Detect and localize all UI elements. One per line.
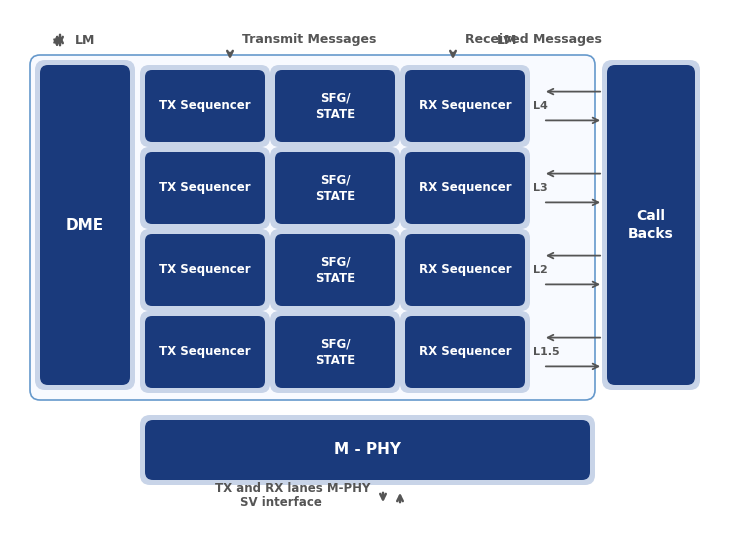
Text: RX Sequencer: RX Sequencer bbox=[419, 100, 511, 112]
Text: SFG/
STATE: SFG/ STATE bbox=[315, 256, 355, 284]
FancyBboxPatch shape bbox=[405, 70, 525, 142]
Text: SFG/
STATE: SFG/ STATE bbox=[315, 337, 355, 366]
Text: RX Sequencer: RX Sequencer bbox=[419, 346, 511, 359]
FancyBboxPatch shape bbox=[275, 316, 395, 388]
Text: TX Sequencer: TX Sequencer bbox=[159, 263, 251, 276]
FancyBboxPatch shape bbox=[400, 65, 530, 147]
Text: LM: LM bbox=[497, 33, 518, 46]
Text: LM: LM bbox=[75, 33, 96, 46]
Text: TX and RX lanes M-PHY: TX and RX lanes M-PHY bbox=[215, 481, 370, 494]
Text: RX Sequencer: RX Sequencer bbox=[419, 263, 511, 276]
FancyBboxPatch shape bbox=[270, 65, 400, 147]
FancyBboxPatch shape bbox=[30, 55, 595, 400]
FancyBboxPatch shape bbox=[400, 147, 530, 229]
Text: SFG/
STATE: SFG/ STATE bbox=[315, 92, 355, 120]
FancyBboxPatch shape bbox=[270, 311, 400, 393]
Text: L2: L2 bbox=[533, 265, 548, 275]
FancyBboxPatch shape bbox=[140, 147, 270, 229]
FancyBboxPatch shape bbox=[275, 234, 395, 306]
FancyBboxPatch shape bbox=[607, 65, 695, 385]
FancyBboxPatch shape bbox=[40, 65, 130, 385]
FancyBboxPatch shape bbox=[400, 229, 530, 311]
Text: DME: DME bbox=[66, 217, 104, 233]
FancyBboxPatch shape bbox=[140, 311, 270, 393]
Text: L3: L3 bbox=[533, 183, 548, 193]
Text: Received Messages: Received Messages bbox=[465, 33, 602, 46]
FancyBboxPatch shape bbox=[140, 65, 270, 147]
Text: SFG/
STATE: SFG/ STATE bbox=[315, 173, 355, 203]
FancyBboxPatch shape bbox=[400, 311, 530, 393]
FancyBboxPatch shape bbox=[275, 152, 395, 224]
FancyBboxPatch shape bbox=[145, 70, 265, 142]
FancyBboxPatch shape bbox=[140, 229, 270, 311]
FancyBboxPatch shape bbox=[35, 60, 135, 390]
Text: L4: L4 bbox=[533, 101, 548, 111]
Text: Transmit Messages: Transmit Messages bbox=[242, 33, 377, 46]
Text: SV interface: SV interface bbox=[240, 496, 322, 510]
FancyBboxPatch shape bbox=[275, 70, 395, 142]
FancyBboxPatch shape bbox=[145, 420, 590, 480]
FancyBboxPatch shape bbox=[405, 316, 525, 388]
FancyBboxPatch shape bbox=[405, 152, 525, 224]
Text: Call
Backs: Call Backs bbox=[628, 209, 674, 241]
Text: RX Sequencer: RX Sequencer bbox=[419, 181, 511, 195]
Text: L1.5: L1.5 bbox=[533, 347, 560, 357]
FancyBboxPatch shape bbox=[140, 415, 595, 485]
FancyBboxPatch shape bbox=[270, 229, 400, 311]
Text: TX Sequencer: TX Sequencer bbox=[159, 100, 251, 112]
FancyBboxPatch shape bbox=[405, 234, 525, 306]
Text: M - PHY: M - PHY bbox=[334, 443, 401, 457]
FancyBboxPatch shape bbox=[145, 234, 265, 306]
FancyBboxPatch shape bbox=[145, 316, 265, 388]
FancyBboxPatch shape bbox=[270, 147, 400, 229]
Text: TX Sequencer: TX Sequencer bbox=[159, 181, 251, 195]
FancyBboxPatch shape bbox=[602, 60, 700, 390]
FancyBboxPatch shape bbox=[145, 152, 265, 224]
Text: TX Sequencer: TX Sequencer bbox=[159, 346, 251, 359]
